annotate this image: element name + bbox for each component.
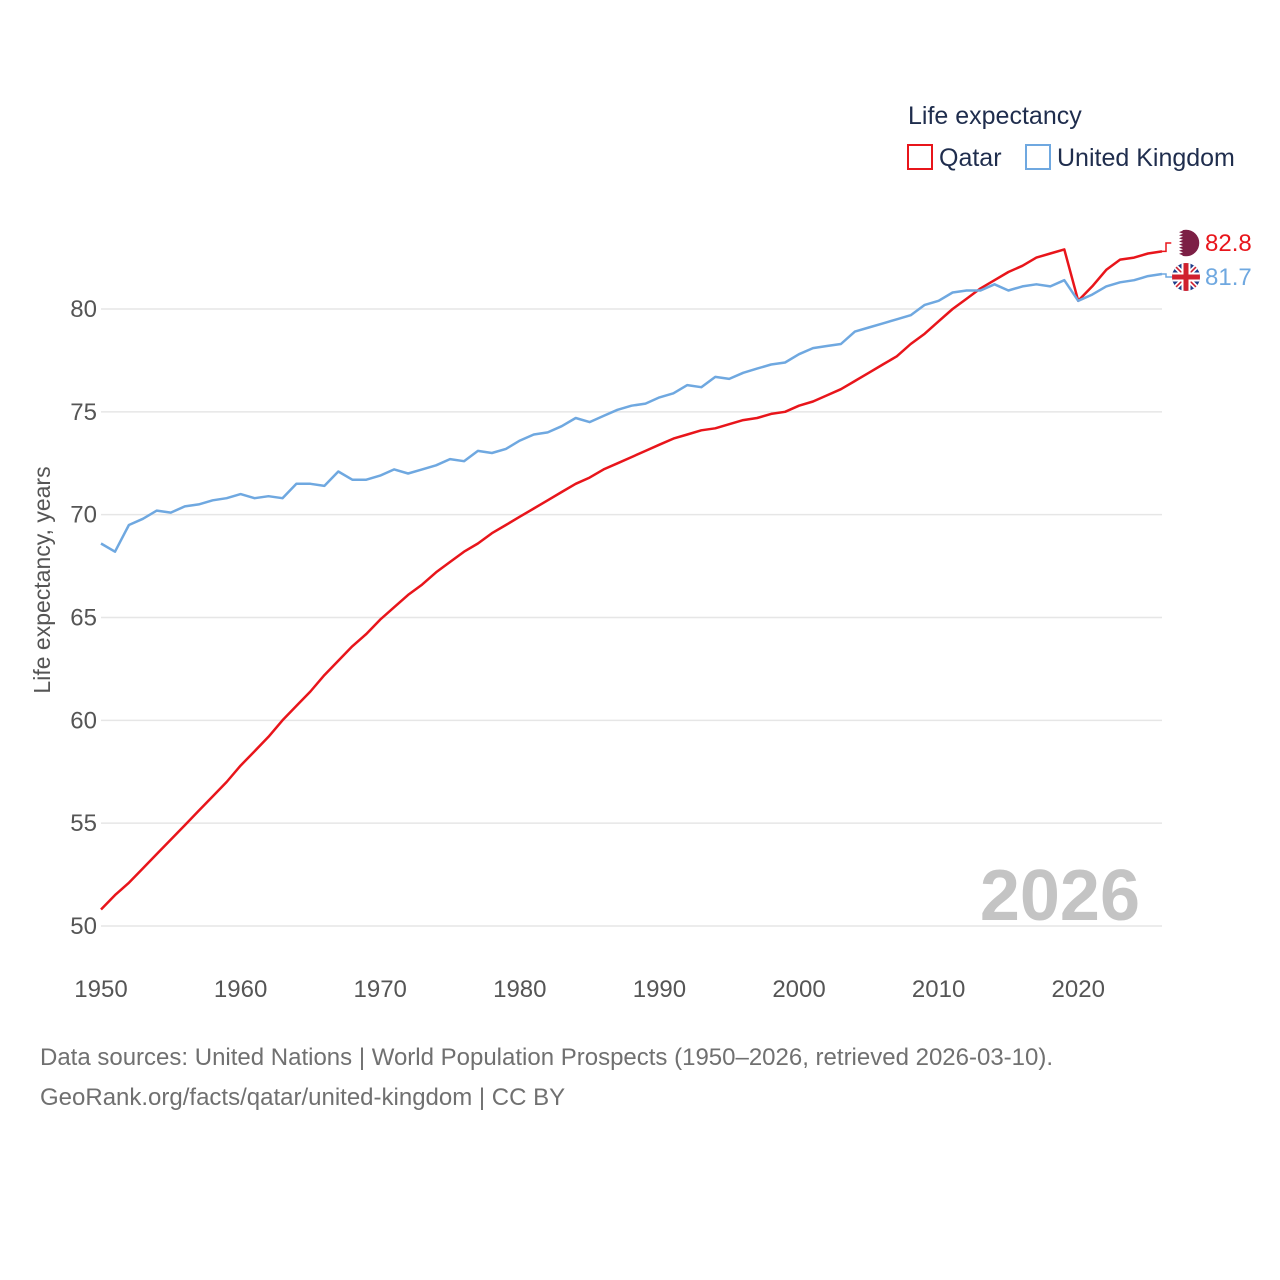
x-tick-label: 2010 bbox=[912, 976, 965, 1003]
series-lines bbox=[100, 248, 1163, 911]
credit-text: GeoRank.org/facts/qatar/united-kingdom |… bbox=[40, 1084, 566, 1111]
end-value-qatar: 82.8 bbox=[1205, 230, 1252, 257]
series-line-united-kingdom bbox=[100, 272, 1163, 553]
y-tick-label: 75 bbox=[70, 399, 97, 426]
x-tick-label: 1980 bbox=[493, 976, 546, 1003]
connector-qatar bbox=[1162, 242, 1172, 253]
x-axis-ticks: 1950 1960 1970 1980 1990 2000 2010 2020 bbox=[74, 976, 1105, 1003]
y-tick-label: 55 bbox=[70, 810, 97, 837]
y-axis-title: Life expectancy, years bbox=[29, 466, 55, 693]
current-year-watermark: 2026 bbox=[980, 856, 1140, 936]
legend-title: Life expectancy bbox=[908, 102, 1082, 130]
grid-lines bbox=[101, 308, 1162, 927]
legend-swatch-qatar[interactable] bbox=[907, 144, 933, 170]
uk-flag-icon bbox=[1172, 263, 1200, 291]
end-labels: 82.8 81.7 bbox=[1162, 228, 1252, 291]
x-tick-label: 1950 bbox=[74, 976, 127, 1003]
x-tick-label: 2000 bbox=[772, 976, 825, 1003]
line-chart: 50 55 60 65 70 75 80 1950 1960 1970 1980 1990 2000 2… bbox=[29, 102, 1252, 1003]
legend-label-qatar[interactable]: Qatar bbox=[939, 144, 1002, 172]
series-line-qatar bbox=[100, 248, 1163, 911]
legend-swatch-uk[interactable] bbox=[1025, 144, 1051, 170]
x-tick-label: 1960 bbox=[214, 976, 267, 1003]
legend: Life expectancy Qatar United Kingdom bbox=[907, 102, 1235, 172]
y-tick-label: 50 bbox=[70, 913, 97, 940]
end-value-united-kingdom: 81.7 bbox=[1205, 264, 1252, 291]
y-axis-ticks: 50 55 60 65 70 75 80 bbox=[70, 296, 97, 940]
x-tick-label: 2020 bbox=[1052, 976, 1105, 1003]
y-tick-label: 80 bbox=[70, 296, 97, 323]
data-sources-text: Data sources: United Nations | World Pop… bbox=[40, 1044, 1054, 1071]
connector-united-kingdom bbox=[1162, 273, 1172, 278]
y-tick-label: 70 bbox=[70, 502, 97, 529]
y-tick-label: 65 bbox=[70, 605, 97, 632]
qatar-flag-icon bbox=[1171, 228, 1201, 258]
x-tick-label: 1990 bbox=[633, 976, 686, 1003]
x-tick-label: 1970 bbox=[354, 976, 407, 1003]
y-tick-label: 60 bbox=[70, 707, 97, 734]
legend-label-uk[interactable]: United Kingdom bbox=[1057, 144, 1235, 172]
